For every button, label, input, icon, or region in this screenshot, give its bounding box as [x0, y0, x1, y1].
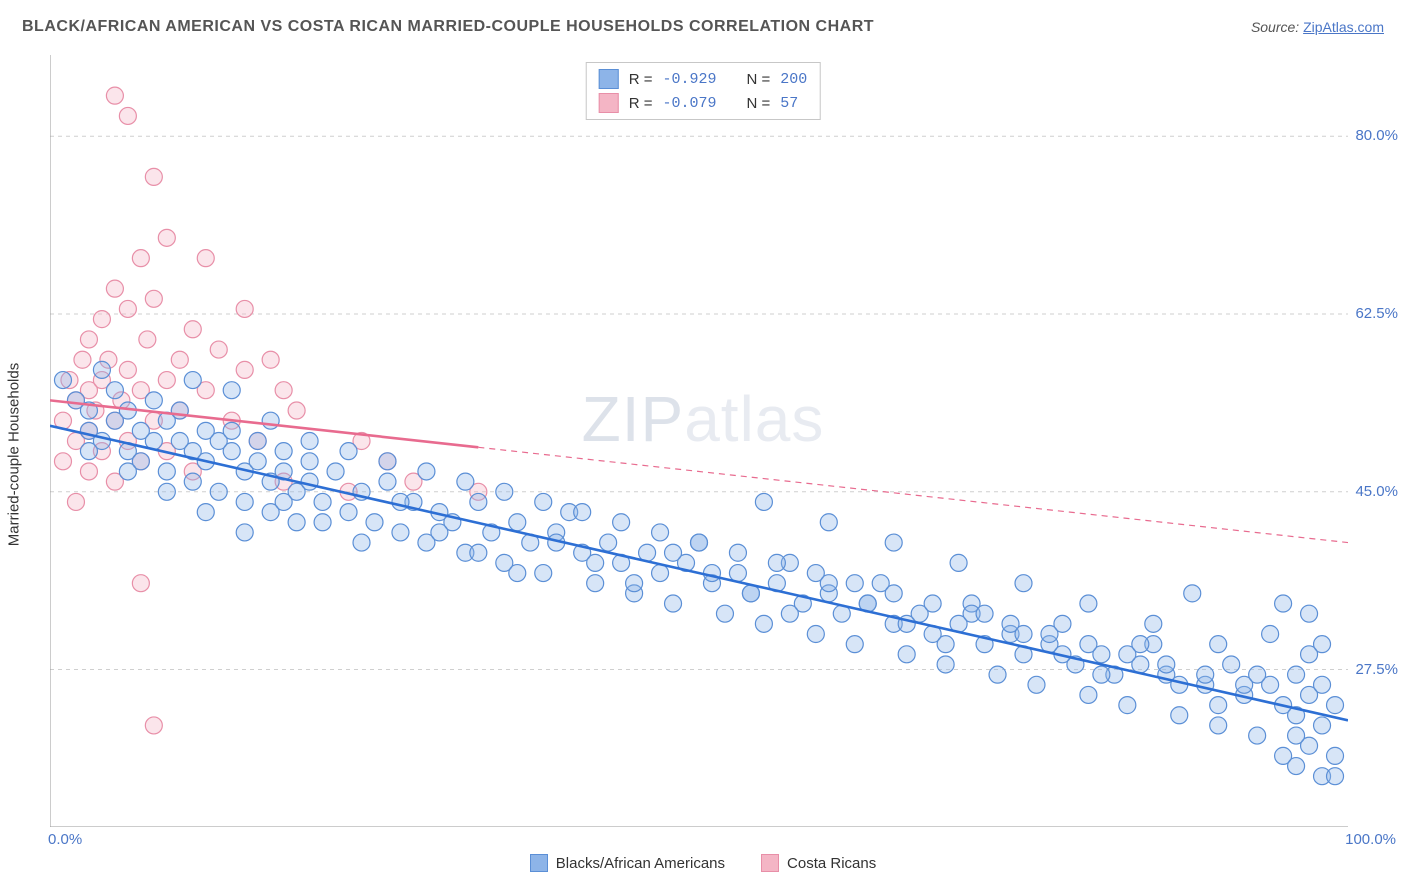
- stats-n-label-2: N =: [747, 95, 771, 112]
- y-tick-label: 45.0%: [1355, 483, 1398, 500]
- y-tick-label: 80.0%: [1355, 127, 1398, 144]
- x-tick-label-max: 100.0%: [1345, 831, 1396, 848]
- stats-r-label-2: R =: [629, 95, 653, 112]
- y-tick-label: 62.5%: [1355, 305, 1398, 322]
- legend-item-series1: Blacks/African Americans: [530, 854, 725, 872]
- stats-swatch-series1: [599, 69, 619, 89]
- stats-r-label-1: R =: [629, 71, 653, 88]
- y-axis-label: Married-couple Households: [6, 363, 23, 546]
- stats-row-series2: R = -0.079 N = 57: [595, 91, 812, 115]
- stats-n-label-1: N =: [747, 71, 771, 88]
- legend-swatch-series2: [761, 854, 779, 872]
- legend-bottom: Blacks/African Americans Costa Ricans: [0, 854, 1406, 872]
- source-link[interactable]: ZipAtlas.com: [1303, 19, 1384, 35]
- title-bar: BLACK/AFRICAN AMERICAN VS COSTA RICAN MA…: [22, 18, 1384, 36]
- chart-title: BLACK/AFRICAN AMERICAN VS COSTA RICAN MA…: [22, 18, 874, 36]
- stats-r-value-1: -0.929: [662, 71, 716, 88]
- source-citation: Source: ZipAtlas.com: [1251, 19, 1384, 35]
- x-tick-label-min: 0.0%: [48, 831, 82, 848]
- legend-swatch-series1: [530, 854, 548, 872]
- stats-swatch-series2: [599, 93, 619, 113]
- stats-r-value-2: -0.079: [662, 95, 716, 112]
- stats-legend-box: R = -0.929 N = 200 R = -0.079 N = 57: [586, 62, 821, 120]
- stats-n-value-2: 57: [780, 95, 798, 112]
- scatter-plot-svg: [50, 55, 1348, 827]
- stats-n-value-1: 200: [780, 71, 807, 88]
- legend-label-series1: Blacks/African Americans: [556, 855, 725, 872]
- legend-label-series2: Costa Ricans: [787, 855, 876, 872]
- legend-item-series2: Costa Ricans: [761, 854, 876, 872]
- chart-container: BLACK/AFRICAN AMERICAN VS COSTA RICAN MA…: [0, 0, 1406, 892]
- y-tick-label: 27.5%: [1355, 661, 1398, 678]
- plot-area: [50, 55, 1348, 827]
- source-label: Source:: [1251, 19, 1303, 35]
- stats-row-series1: R = -0.929 N = 200: [595, 67, 812, 91]
